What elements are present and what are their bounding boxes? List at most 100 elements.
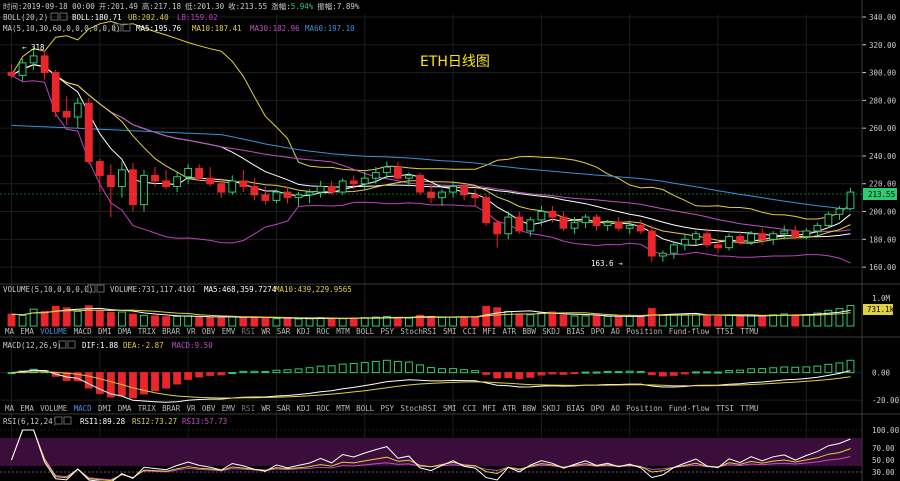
indicator-tab[interactable]: Position [626, 327, 662, 336]
macd-bar[interactable] [140, 372, 148, 395]
volume-bar[interactable] [250, 316, 259, 327]
macd-histogram[interactable] [7, 359, 855, 399]
volume-bar[interactable] [714, 315, 722, 327]
indicator-tab[interactable]: BBW [522, 404, 536, 413]
candle-body[interactable] [824, 213, 833, 226]
candle-body[interactable] [769, 233, 778, 240]
volume-bar[interactable] [393, 317, 402, 327]
indicator-tab[interactable]: TRIX [138, 404, 157, 413]
candle-body[interactable] [405, 174, 413, 179]
volume-bar[interactable] [725, 314, 733, 327]
macd-bar[interactable] [614, 371, 623, 374]
volume-close-icon[interactable] [96, 284, 105, 293]
indicator-tab[interactable]: Fund-flow [669, 404, 710, 413]
candle-body[interactable] [140, 174, 148, 206]
macd-bar[interactable] [647, 372, 656, 376]
macd-bar[interactable] [294, 368, 303, 374]
volume-bar[interactable] [228, 316, 237, 327]
volume-bar[interactable] [95, 309, 104, 327]
indicator-tab[interactable]: KDJ [297, 327, 311, 336]
macd-bar[interactable] [636, 370, 645, 374]
candle-body[interactable] [84, 102, 93, 163]
candle-body[interactable] [382, 166, 391, 174]
indicator-tab[interactable]: DMA [118, 327, 132, 336]
macd-bar[interactable] [482, 372, 491, 375]
volume-bar[interactable] [7, 313, 16, 327]
volume-bar[interactable] [769, 314, 778, 327]
candle-body[interactable] [747, 233, 756, 243]
macd-bar[interactable] [747, 368, 756, 374]
candle-body[interactable] [725, 236, 733, 249]
indicator-tab[interactable]: SKDJ [542, 404, 560, 413]
macd-bar[interactable] [791, 366, 800, 374]
indicator-tab[interactable]: RSI [242, 404, 256, 413]
volume-bar[interactable] [84, 305, 93, 327]
indicator-tab[interactable]: BRAR [162, 404, 181, 413]
volume-bar[interactable] [349, 317, 358, 327]
macd-bar[interactable] [725, 370, 733, 374]
indicator-tab[interactable]: ROC [316, 327, 330, 336]
macd-bar[interactable] [327, 365, 336, 374]
volume-bar[interactable] [327, 317, 336, 327]
macd-bar[interactable] [449, 368, 458, 374]
volume-bar[interactable] [184, 315, 193, 327]
macd-bar[interactable] [813, 365, 822, 374]
candle-body[interactable] [416, 174, 424, 193]
volume-bar[interactable] [548, 311, 557, 327]
indicator-tab[interactable]: TTSI [716, 327, 734, 336]
candle-body[interactable] [371, 172, 380, 179]
volume-bar[interactable] [283, 317, 292, 327]
candle-body[interactable] [117, 169, 126, 188]
indicator-tab[interactable]: MA [5, 327, 15, 336]
candle-body[interactable] [537, 211, 546, 221]
indicator-tab[interactable]: SKDJ [542, 327, 560, 336]
candle-body[interactable] [680, 238, 689, 246]
macd-bar[interactable] [526, 372, 535, 378]
indicator-tab[interactable]: TTSI [716, 404, 734, 413]
indicator-tab[interactable]: TRIX [138, 327, 157, 336]
volume-bar[interactable] [294, 318, 303, 327]
macd-bar[interactable] [835, 362, 844, 374]
volume-bar[interactable] [162, 316, 170, 327]
macd-bar[interactable] [316, 365, 325, 374]
volume-bar[interactable] [614, 316, 623, 327]
ma-settings-icon[interactable] [113, 23, 122, 32]
macd-bar[interactable] [173, 372, 182, 385]
candle-body[interactable] [7, 72, 16, 76]
volume-bar[interactable] [73, 310, 82, 327]
volume-bar[interactable] [29, 308, 38, 327]
candle-body[interactable] [482, 197, 491, 224]
indicator-tab[interactable]: BRAR [162, 327, 181, 336]
indicator-tab[interactable]: MACD [74, 404, 93, 413]
candle-body[interactable] [195, 167, 204, 179]
candle-body[interactable] [813, 224, 822, 232]
macd-bar[interactable] [548, 372, 557, 375]
macd-bar[interactable] [206, 372, 215, 376]
indicator-tab[interactable]: SAR [277, 404, 291, 413]
macd-bar[interactable] [438, 368, 446, 374]
macd-bar[interactable] [382, 359, 391, 374]
indicator-tab[interactable]: DPO [591, 327, 605, 336]
indicator-tab[interactable]: StochRSI [400, 404, 436, 413]
macd-bar[interactable] [625, 370, 634, 374]
macd-bar[interactable] [427, 367, 435, 374]
candle-body[interactable] [614, 222, 623, 229]
candle-body[interactable] [758, 233, 767, 240]
candle-body[interactable] [647, 230, 656, 257]
volume-settings-icon[interactable] [87, 284, 96, 293]
volume-bar[interactable] [846, 305, 855, 327]
macd-bar[interactable] [570, 372, 579, 375]
indicator-tab[interactable]: EMV [222, 404, 236, 413]
indicator-tab[interactable]: DMI [98, 404, 112, 413]
volume-bar[interactable] [824, 309, 833, 327]
volume-bar[interactable] [780, 313, 789, 327]
volume-bar[interactable] [371, 316, 380, 327]
candle-body[interactable] [327, 186, 336, 193]
volume-bar[interactable] [813, 312, 822, 327]
volume-bar[interactable] [669, 313, 678, 327]
indicator-tab[interactable]: MFI [483, 404, 497, 413]
indicator-tab[interactable]: ROC [316, 404, 330, 413]
macd-bar[interactable] [846, 359, 855, 374]
volume-bar[interactable] [603, 315, 612, 327]
volume-bar[interactable] [449, 316, 458, 327]
